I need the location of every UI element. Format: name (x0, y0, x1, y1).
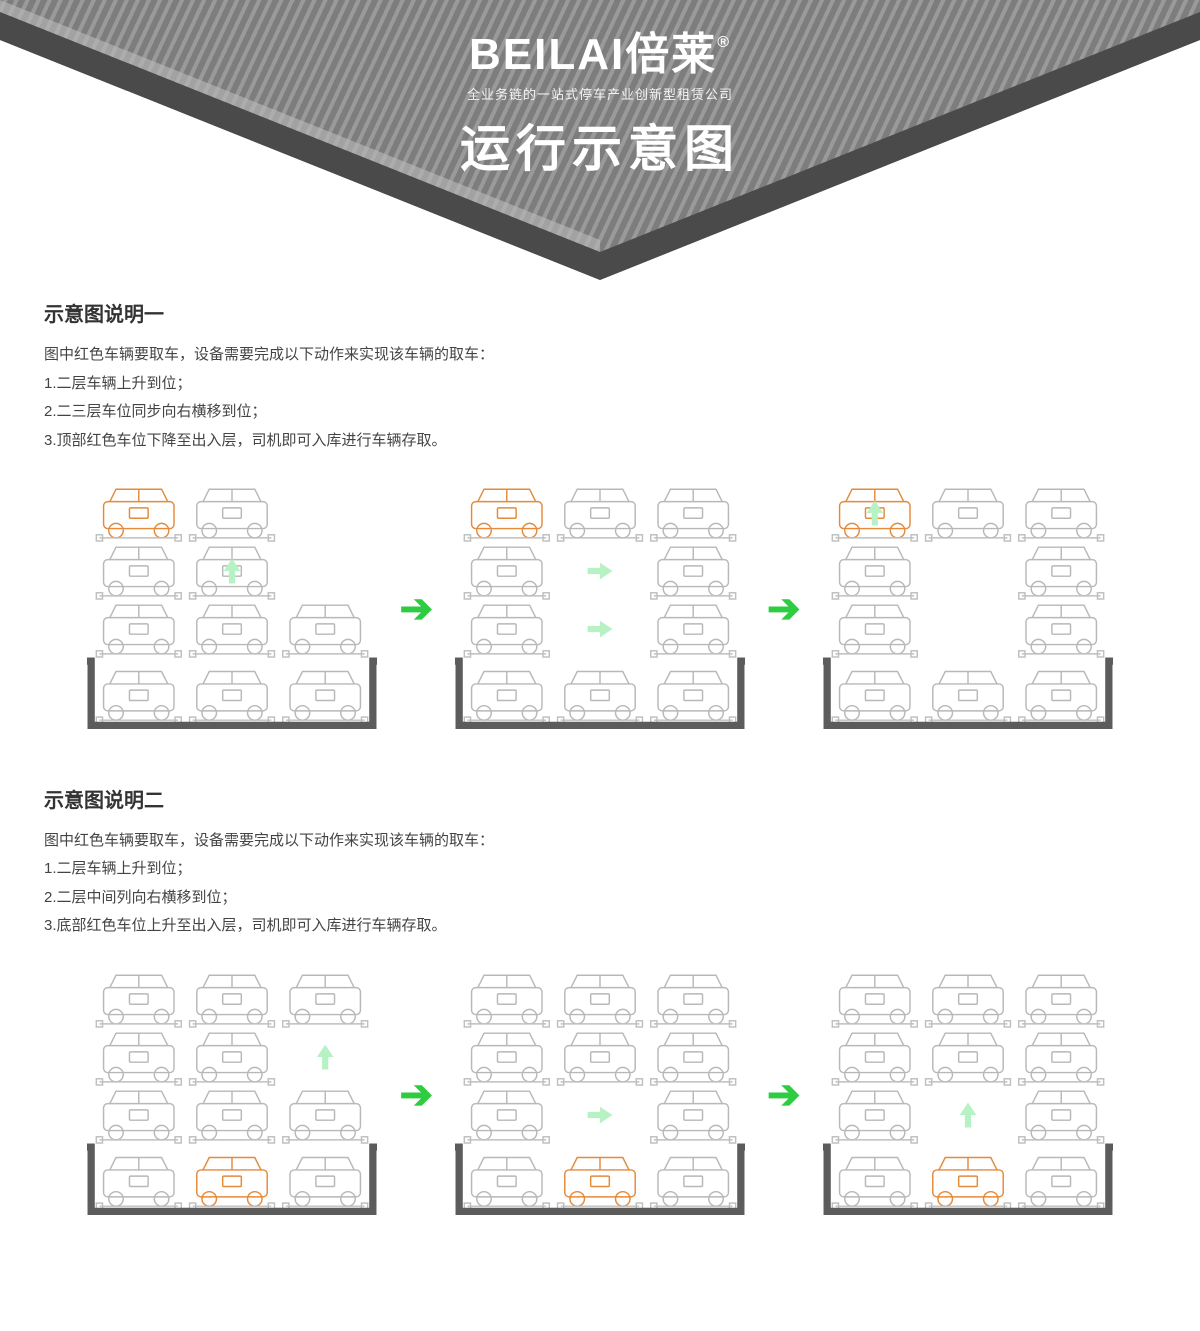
registered-mark: ® (717, 34, 731, 51)
brand-tagline: 全业务链的一站式停车产业创新型租赁公司 (0, 84, 1200, 103)
diagram-stage (455, 969, 745, 1222)
desc-line: 2.二层中间列向右横移到位； (44, 884, 1156, 913)
desc-line: 3.底部红色车位上升至出入层，司机即可入库进行车辆存取。 (44, 912, 1156, 941)
section-2: 示意图说明二 图中红色车辆要取车，设备需要完成以下动作来实现该车辆的取车： 1.… (0, 766, 1200, 951)
diagram-1-row: ➔ (0, 465, 1200, 766)
parking-diagram (823, 483, 1113, 736)
desc-line: 1.二层车辆上升到位； (44, 370, 1156, 399)
diagram-stage (455, 483, 745, 736)
diagram-2-row: ➔ (0, 951, 1200, 1252)
desc-line: 图中红色车辆要取车，设备需要完成以下动作来实现该车辆的取车： (44, 827, 1156, 856)
section-1-desc: 图中红色车辆要取车，设备需要完成以下动作来实现该车辆的取车： 1.二层车辆上升到… (44, 341, 1156, 455)
step-arrow-icon: ➔ (767, 589, 801, 629)
step-arrow-icon: ➔ (767, 1075, 801, 1115)
desc-line: 图中红色车辆要取车，设备需要完成以下动作来实现该车辆的取车： (44, 341, 1156, 370)
desc-line: 1.二层车辆上升到位； (44, 855, 1156, 884)
desc-line: 3.顶部红色车位下降至出入层，司机即可入库进行车辆存取。 (44, 427, 1156, 456)
parking-diagram (823, 969, 1113, 1222)
section-2-desc: 图中红色车辆要取车，设备需要完成以下动作来实现该车辆的取车： 1.二层车辆上升到… (44, 827, 1156, 941)
parking-diagram (455, 969, 745, 1222)
step-arrow-icon: ➔ (399, 1075, 433, 1115)
step-arrow-icon: ➔ (399, 589, 433, 629)
header-banner: BEILAI倍莱® 全业务链的一站式停车产业创新型租赁公司 运行示意图 (0, 0, 1200, 280)
diagram-stage (87, 969, 377, 1222)
parking-diagram (87, 969, 377, 1222)
parking-diagram (455, 483, 745, 736)
section-1-heading: 示意图说明一 (44, 298, 1156, 327)
diagram-stage (87, 483, 377, 736)
section-1: 示意图说明一 图中红色车辆要取车，设备需要完成以下动作来实现该车辆的取车： 1.… (0, 280, 1200, 465)
parking-diagram (87, 483, 377, 736)
page-title: 运行示意图 (0, 109, 1200, 181)
section-2-heading: 示意图说明二 (44, 784, 1156, 813)
diagram-stage (823, 483, 1113, 736)
brand-name: BEILAI倍莱 (469, 30, 717, 79)
desc-line: 2.二三层车位同步向右横移到位； (44, 398, 1156, 427)
diagram-stage (823, 969, 1113, 1222)
brand-logo: BEILAI倍莱® (0, 18, 1200, 82)
